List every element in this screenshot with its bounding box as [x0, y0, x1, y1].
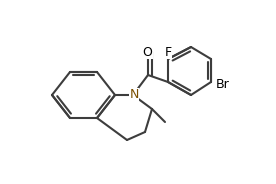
- Text: Br: Br: [216, 77, 230, 91]
- Text: F: F: [164, 45, 172, 59]
- Text: O: O: [142, 45, 152, 59]
- Text: N: N: [129, 89, 139, 102]
